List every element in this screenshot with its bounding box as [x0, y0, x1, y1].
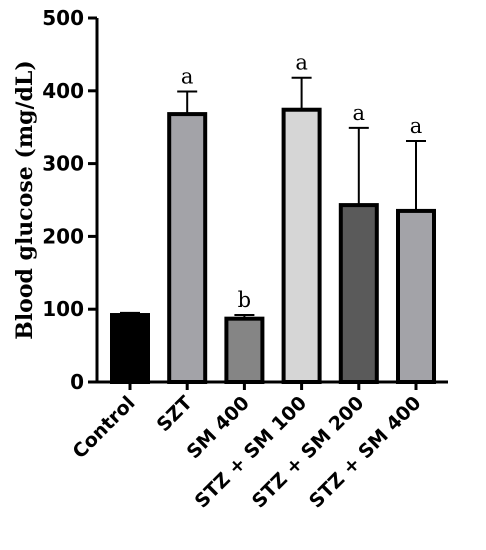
significance-label: a: [181, 65, 194, 89]
bar: [281, 107, 322, 384]
bar: [110, 313, 150, 384]
y-tick-label: 500: [42, 6, 84, 30]
significance-label: b: [238, 288, 251, 312]
y-axis-label: Blood glucose (mg/dL): [12, 60, 38, 340]
x-tick-label: Control: [68, 392, 139, 463]
y-tick-label: 400: [42, 79, 84, 103]
bar: [167, 112, 208, 384]
bar: [224, 316, 265, 384]
y-axis: 0 100 200 300 400 500: [42, 6, 99, 394]
bar: [396, 208, 436, 384]
significance-label: a: [353, 101, 366, 125]
y-tick-label: 100: [42, 297, 84, 321]
y-tick-label: 300: [42, 152, 84, 176]
plot-area: a b a a a: [110, 51, 436, 384]
y-tick-label: 200: [42, 224, 84, 248]
y-tick-label: 0: [70, 370, 84, 394]
significance-label: a: [410, 114, 423, 138]
bar: [338, 203, 379, 384]
x-tick-label: SZT: [153, 392, 197, 436]
significance-label: a: [295, 51, 308, 75]
